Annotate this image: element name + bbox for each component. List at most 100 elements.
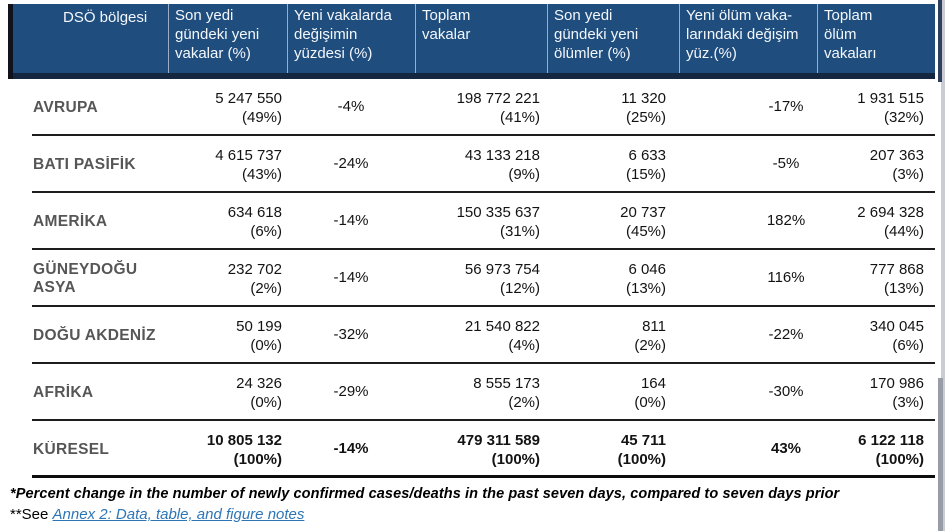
cell-new-deaths: 164 (0%) — [547, 364, 679, 421]
cell-total-deaths: 207 363 (3%) — [817, 136, 935, 193]
cell-total-deaths-value: 2 694 328 — [857, 204, 924, 221]
cell-region: DOĞU AKDENİZ — [33, 326, 156, 344]
table-row-afrika: AFRİKA 24 326 (0%) -29% 8 555 173 (2%) 1… — [8, 364, 935, 421]
cell-total-deaths: 777 868 (13%) — [817, 250, 935, 307]
cell-total-cases-value: 56 973 754 — [464, 261, 540, 278]
cell-total-cases-value: 479 311 589 — [457, 432, 540, 449]
cell-total-cases: 479 311 589 (100%) — [415, 421, 547, 478]
cell-total-deaths: 2 694 328 (44%) — [817, 193, 935, 250]
footnotes: *Percent change in the number of newly c… — [10, 484, 930, 525]
table-row-bati-pasifik: BATI PASİFİK 4 615 737 (43%) -24% 43 133… — [8, 136, 935, 193]
cell-new-deaths: 6 046 (13%) — [547, 250, 679, 307]
footnote-annex: **See Annex 2: Data, table, and figure n… — [10, 504, 930, 525]
cell-new-cases: 10 805 132 (100%) — [168, 421, 287, 478]
cell-new-cases-value: 634 618 — [227, 204, 282, 221]
col-header-case-change-pct: Yeni vakalarda değişimin yüzdesi (%) — [287, 4, 415, 73]
cell-case-change: -32% — [333, 326, 369, 343]
cell-total-deaths-pct: (100%) — [875, 451, 924, 468]
col-header-death-change-pct: Yeni ölüm vaka-larındaki değişim yüz.(%) — [679, 4, 817, 73]
cell-total-deaths: 340 045 (6%) — [817, 307, 935, 364]
table-header-row: DSÖ bölgesi Son yedi gündeki yeni vakala… — [13, 4, 935, 79]
cell-new-cases-value: 10 805 132 — [206, 432, 282, 449]
col-header-total-deaths: Toplam ölüm vakaları — [817, 4, 935, 73]
cell-new-deaths-pct: (0%) — [634, 394, 666, 411]
cell-total-cases-value: 21 540 822 — [464, 318, 540, 335]
cell-new-deaths-value: 20 737 — [620, 204, 666, 221]
cell-new-cases-pct: (0%) — [250, 394, 282, 411]
cell-total-deaths-value: 1 931 515 — [857, 90, 924, 107]
cell-new-cases-pct: (6%) — [250, 223, 282, 240]
cell-new-deaths: 45 711 (100%) — [547, 421, 679, 478]
cell-new-cases-value: 5 247 550 — [215, 90, 282, 107]
cell-region: AFRİKA — [33, 383, 94, 401]
cell-new-cases-pct: (43%) — [241, 166, 282, 183]
cell-total-cases-pct: (41%) — [499, 109, 540, 126]
table-row-amerika: AMERİKA 634 618 (6%) -14% 150 335 637 (3… — [8, 193, 935, 250]
cell-new-cases: 4 615 737 (43%) — [168, 136, 287, 193]
cell-death-change: -17% — [768, 98, 804, 115]
cell-new-deaths-value: 811 — [642, 318, 666, 335]
cell-region: AVRUPA — [33, 98, 98, 116]
cell-new-deaths: 6 633 (15%) — [547, 136, 679, 193]
cell-death-change: 43% — [770, 440, 802, 457]
cell-region: GÜNEYDOĞU ASYA — [33, 260, 138, 296]
cell-case-change: -14% — [333, 440, 369, 457]
cell-total-deaths-value: 170 986 — [869, 375, 924, 392]
annex-2-link[interactable]: Annex 2: Data, table, and figure notes — [52, 506, 305, 523]
cell-new-deaths-value: 164 — [640, 375, 666, 392]
cell-new-cases-value: 4 615 737 — [215, 147, 282, 164]
cell-new-deaths-pct: (25%) — [625, 109, 666, 126]
cell-new-deaths-value: 45 711 — [620, 432, 666, 449]
table-row-avrupa: AVRUPA 5 247 550 (49%) -4% 198 772 221 (… — [8, 79, 935, 136]
footnote-percent-change: *Percent change in the number of newly c… — [10, 486, 840, 502]
cell-case-change: -24% — [333, 155, 369, 172]
cell-case-change: -14% — [333, 269, 369, 286]
cell-total-deaths-pct: (3%) — [892, 394, 924, 411]
cell-new-cases-pct: (0%) — [250, 337, 282, 354]
cell-new-cases-pct: (100%) — [233, 451, 282, 468]
cell-total-cases: 56 973 754 (12%) — [415, 250, 547, 307]
cell-death-change: -30% — [768, 383, 804, 400]
cell-new-cases: 232 702 (2%) — [168, 250, 287, 307]
cell-total-deaths-pct: (13%) — [883, 280, 924, 297]
table-body: AVRUPA 5 247 550 (49%) -4% 198 772 221 (… — [8, 79, 935, 478]
cell-new-deaths-value: 6 046 — [628, 261, 666, 278]
footnote-annex-prefix: **See — [10, 506, 53, 523]
cell-total-cases: 43 133 218 (9%) — [415, 136, 547, 193]
cell-total-cases-value: 43 133 218 — [464, 147, 540, 164]
cell-new-deaths-value: 11 320 — [621, 90, 666, 107]
cell-region: AMERİKA — [33, 212, 108, 230]
cell-total-cases-pct: (31%) — [499, 223, 540, 240]
cell-total-cases: 8 555 173 (2%) — [415, 364, 547, 421]
cell-total-cases-value: 198 772 221 — [456, 90, 540, 107]
cell-total-cases-pct: (2%) — [508, 394, 540, 411]
cell-total-deaths: 6 122 118 (100%) — [817, 421, 935, 478]
cell-total-cases-pct: (12%) — [499, 280, 540, 297]
cell-total-deaths-value: 207 363 — [869, 147, 924, 164]
cell-total-cases-pct: (9%) — [508, 166, 540, 183]
cell-total-deaths-pct: (32%) — [883, 109, 924, 126]
col-header-new-cases: Son yedi gündeki yeni vakalar (%) — [168, 4, 287, 73]
cell-total-deaths-value: 340 045 — [869, 318, 924, 335]
cell-total-cases: 150 335 637 (31%) — [415, 193, 547, 250]
cell-case-change: -29% — [333, 383, 369, 400]
col-header-total-cases: Toplam vakalar — [415, 4, 547, 73]
cell-new-cases: 5 247 550 (49%) — [168, 79, 287, 136]
cell-new-deaths-pct: (15%) — [625, 166, 666, 183]
cell-new-cases-value: 24 326 — [236, 375, 282, 392]
cell-total-deaths-pct: (44%) — [883, 223, 924, 240]
table-row-kuresel: KÜRESEL 10 805 132 (100%) -14% 479 311 5… — [8, 421, 935, 478]
cell-new-deaths-pct: (2%) — [634, 337, 666, 354]
page-right-edge — [941, 0, 945, 531]
cell-total-deaths: 1 931 515 (32%) — [817, 79, 935, 136]
cell-death-change: -22% — [768, 326, 804, 343]
cell-new-cases: 50 199 (0%) — [168, 307, 287, 364]
cell-new-deaths-pct: (13%) — [625, 280, 666, 297]
cell-case-change: -4% — [337, 98, 365, 115]
cell-total-deaths-pct: (3%) — [892, 166, 924, 183]
cell-death-change: 116% — [767, 269, 805, 286]
col-header-new-deaths: Son yedi gündeki yeni ölümler (%) — [547, 4, 679, 73]
cell-new-cases-value: 50 199 — [236, 318, 282, 335]
cell-new-deaths-value: 6 633 — [628, 147, 666, 164]
cell-total-deaths-value: 777 868 — [869, 261, 924, 278]
